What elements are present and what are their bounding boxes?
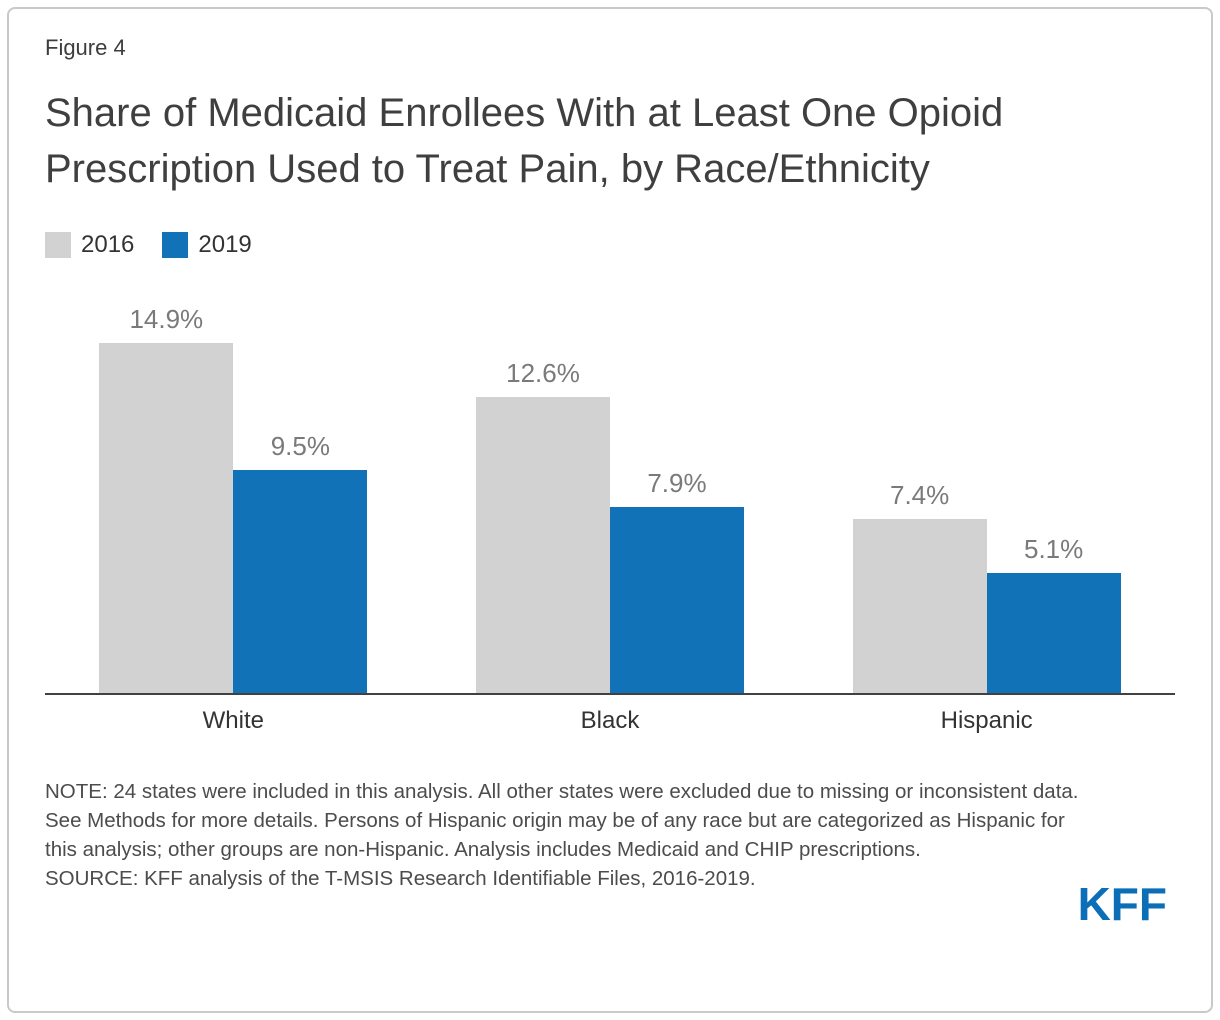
bar-column-2016-hispanic: 7.4% [852, 480, 987, 693]
footnotes: NOTE: 24 states were included in this an… [45, 777, 1080, 893]
bar-column-2016-white: 14.9% [99, 304, 234, 693]
bar-column-2019-hispanic: 5.1% [986, 534, 1121, 693]
category-label-black: Black [580, 707, 640, 734]
bar-chart: 14.9% 9.5% 12.6% 7.9% 7.4% 5.1% White Black His… [45, 303, 1175, 735]
value-label-2019-hispanic: 5.1% [1024, 534, 1084, 564]
kff-logo: KFF [1077, 878, 1167, 930]
legend-item-2016: 2016 [45, 231, 134, 259]
figure-label: Figure 4 [45, 35, 126, 60]
bar-2019-hispanic [986, 573, 1121, 693]
legend-label-2016: 2016 [81, 231, 135, 258]
plot-area: 14.9% 9.5% 12.6% 7.9% 7.4% 5.1% [45, 303, 1175, 693]
bar-2019-white [233, 470, 368, 693]
x-axis-line [45, 693, 1175, 695]
chart-title: Share of Medicaid Enrollees With at Leas… [45, 91, 1004, 191]
bar-column-2019-black: 7.9% [609, 468, 744, 693]
source-text: SOURCE: KFF analysis of the T-MSIS Resea… [45, 867, 756, 891]
legend-swatch-2019 [162, 232, 189, 258]
bar-2019-black [609, 507, 744, 693]
legend: 2016 2019 [45, 231, 1175, 259]
category-label-white: White [202, 707, 264, 734]
note-text: NOTE: 24 states were included in this an… [45, 780, 1079, 862]
legend-swatch-2016 [45, 232, 71, 258]
value-label-2016-hispanic: 7.4% [890, 480, 950, 510]
legend-label-2019: 2019 [198, 231, 252, 258]
bar-2016-white [99, 343, 234, 693]
bar-column-2016-black: 12.6% [475, 358, 610, 693]
value-label-2019-white: 9.5% [270, 431, 330, 461]
bar-group-white: 14.9% 9.5% [99, 304, 368, 693]
value-label-2019-black: 7.9% [647, 468, 707, 498]
bar-2016-hispanic [852, 519, 987, 693]
bar-group-black: 12.6% 7.9% [475, 358, 744, 693]
value-label-2016-black: 12.6% [506, 358, 580, 388]
bar-group-hispanic: 7.4% 5.1% [852, 480, 1121, 693]
category-label-hispanic: Hispanic [940, 707, 1033, 734]
bar-2016-black [475, 397, 610, 693]
bar-column-2019-white: 9.5% [233, 431, 368, 693]
category-axis: White Black Hispanic [45, 707, 1175, 735]
value-label-2016-white: 14.9% [129, 304, 204, 334]
card-border: Figure 4 Share of Medicaid Enrollees Wit… [7, 7, 1213, 1013]
legend-item-2019: 2019 [162, 231, 252, 259]
